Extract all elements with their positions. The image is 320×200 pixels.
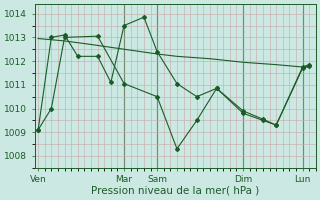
X-axis label: Pression niveau de la mer( hPa ): Pression niveau de la mer( hPa ) [91,186,260,196]
